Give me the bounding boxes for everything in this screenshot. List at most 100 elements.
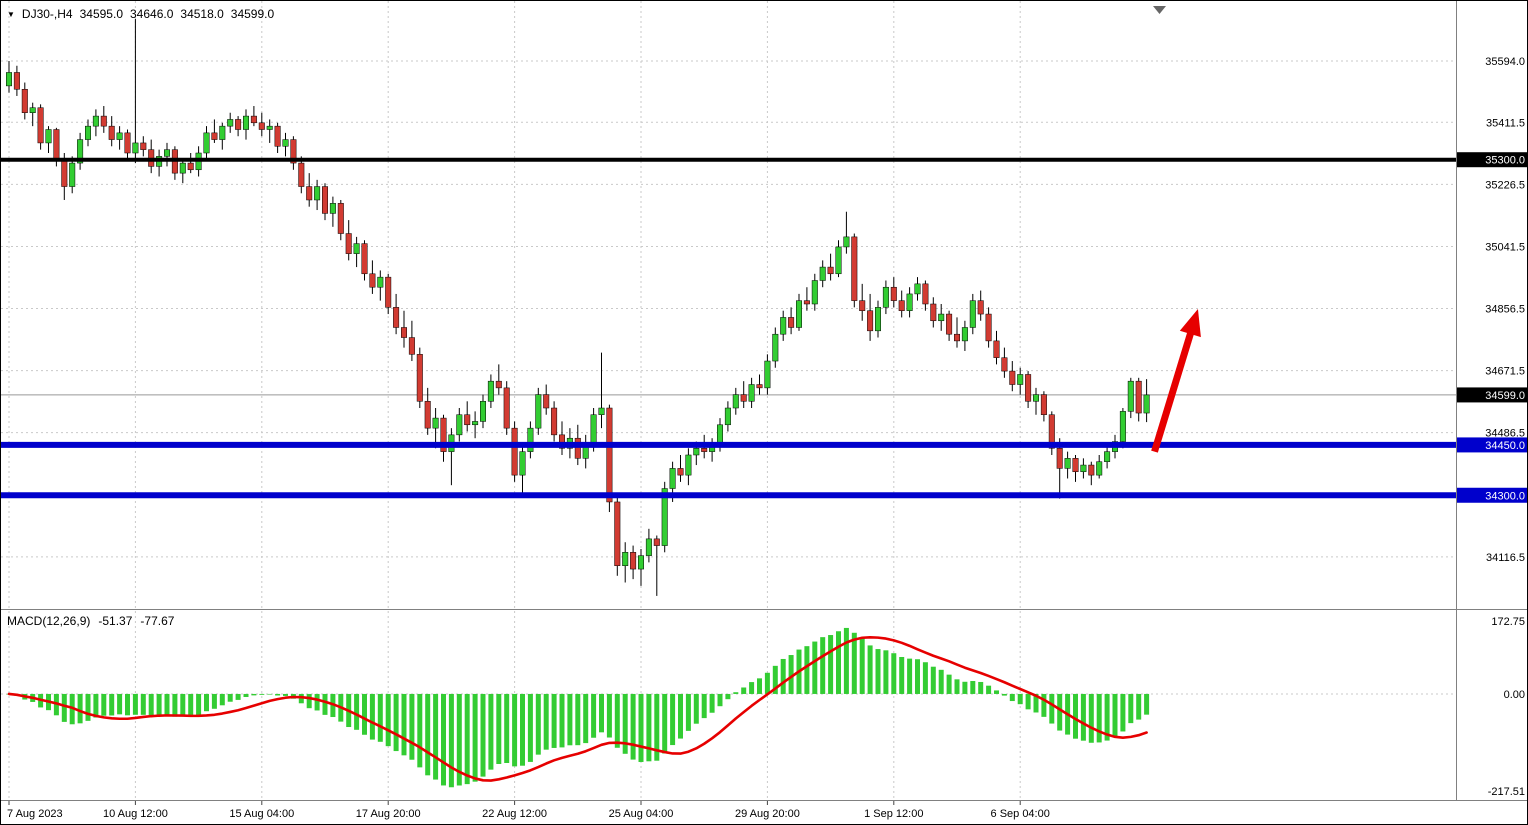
candle-body (796, 301, 802, 328)
price-axis-label: 35411.5 (1486, 117, 1525, 129)
macd-name-label: MACD(12,26,9) (7, 614, 90, 628)
macd-bar (1144, 694, 1149, 715)
macd-bar (228, 694, 233, 702)
macd-bar (93, 694, 98, 718)
candle-body (1033, 395, 1039, 402)
macd-bar (125, 694, 130, 715)
macd-bar (702, 694, 707, 718)
candle-body (575, 438, 581, 458)
macd-bar (947, 675, 952, 694)
macd-bar (1018, 694, 1023, 704)
candle-body (54, 130, 60, 160)
macd-bar (915, 659, 920, 694)
macd-bar (970, 681, 975, 694)
level-price-tag-text: 34300.0 (1485, 490, 1525, 502)
macd-bar (1089, 694, 1094, 743)
macd-bar (267, 694, 272, 695)
price-axis-label: 34116.5 (1486, 552, 1525, 564)
macd-axis-label-top: 172.75 (1491, 616, 1525, 628)
candle-body (899, 301, 905, 311)
candle-body (607, 408, 613, 502)
macd-bar (86, 694, 91, 721)
macd-bar (757, 678, 762, 694)
macd-bar (876, 649, 881, 694)
macd-bar (591, 694, 596, 738)
candle-body (536, 395, 542, 429)
macd-bar (923, 662, 928, 694)
candle-body (1041, 395, 1047, 415)
candle-body (46, 130, 52, 143)
candle-body (188, 163, 194, 170)
macd-bar (109, 694, 114, 716)
candle-body (923, 284, 929, 304)
macd-bar (528, 694, 533, 762)
macd-bar (465, 694, 470, 784)
macd-bar (741, 687, 746, 693)
candle-body (1081, 465, 1087, 472)
macd-bar (1073, 694, 1078, 739)
candle-body (6, 72, 12, 85)
macd-bar (828, 635, 833, 694)
candle-body (101, 116, 107, 126)
macd-bar (1026, 694, 1031, 709)
candle-body (30, 108, 36, 113)
macd-bar (631, 694, 636, 760)
symbol-dropdown-icon[interactable]: ▼ (7, 11, 15, 19)
candle-body (251, 116, 257, 123)
candle-body (780, 317, 786, 334)
time-axis-label: 6 Sep 04:00 (991, 808, 1050, 820)
macd-bar (544, 694, 549, 750)
macd-indicator-label: MACD(12,26,9) -51.37 -77.67 (7, 614, 174, 628)
macd-bar (662, 694, 667, 754)
chart-canvas[interactable]: 7 Aug 202310 Aug 12:0015 Aug 04:0017 Aug… (1, 1, 1528, 825)
candle-body (962, 327, 968, 340)
candle-body (1073, 458, 1079, 471)
macd-bar (1128, 694, 1133, 723)
macd-bar (646, 694, 651, 761)
macd-bar (165, 694, 170, 715)
macd-bar (1057, 694, 1062, 731)
candle-body (1104, 452, 1110, 462)
candle-body (354, 244, 360, 254)
macd-bar (433, 694, 438, 780)
macd-bar (686, 694, 691, 731)
current-price-tag-text: 34599.0 (1485, 390, 1525, 402)
mt4-chart-window: 7 Aug 202310 Aug 12:0015 Aug 04:0017 Aug… (0, 0, 1528, 825)
macd-bar (710, 694, 715, 713)
candle-body (915, 284, 921, 294)
candle-body (243, 116, 249, 129)
candle-body (528, 428, 534, 451)
macd-bar (868, 645, 873, 694)
macd-bar (157, 694, 162, 716)
candle-body (844, 237, 850, 247)
candle-body (1010, 371, 1016, 384)
macd-bar (275, 694, 280, 696)
candle-body (14, 72, 20, 89)
candle-body (686, 455, 692, 475)
macd-bar (536, 694, 541, 755)
candle-body (283, 140, 289, 147)
candle-body (946, 314, 952, 334)
macd-bar (141, 694, 146, 715)
candle-body (591, 415, 597, 445)
candle-body (314, 187, 320, 200)
candle-body (330, 203, 336, 213)
macd-bar (749, 682, 754, 694)
candle-body (994, 341, 1000, 358)
candle-body (1057, 448, 1063, 468)
candle-body (1096, 462, 1102, 475)
price-axis-label: 35041.5 (1485, 241, 1525, 253)
candle-body (472, 421, 478, 424)
macd-bar (781, 659, 786, 694)
macd-bar (931, 667, 936, 694)
macd-bar (1081, 694, 1086, 741)
candle-body (306, 187, 312, 200)
candle-body (678, 468, 684, 475)
candle-body (725, 408, 731, 425)
candle-body (938, 314, 944, 321)
candle-body (1089, 465, 1095, 475)
macd-bar (575, 694, 580, 745)
ohlc-low-value: 34518.0 (180, 7, 223, 21)
macd-bar (939, 670, 944, 694)
candle-body (401, 327, 407, 337)
